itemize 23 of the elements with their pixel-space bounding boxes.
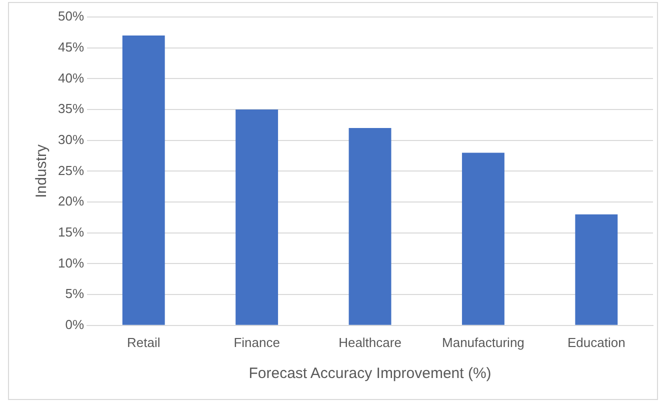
- y-tick-label: 0%: [65, 316, 84, 332]
- y-tick-label: 5%: [65, 286, 84, 302]
- bar: [462, 152, 504, 325]
- x-tick-label: Education: [567, 334, 626, 350]
- y-tick-label: 35%: [58, 101, 84, 116]
- bar: [122, 36, 165, 325]
- y-tick-label: 45%: [58, 39, 84, 54]
- bar: [575, 214, 618, 325]
- x-axis-title: Forecast Accuracy Improvement (%): [248, 365, 492, 382]
- y-tick-label: 15%: [58, 224, 84, 240]
- y-tick-label: 40%: [58, 70, 84, 86]
- y-tick-label: 20%: [58, 194, 84, 209]
- x-tick-label: Finance: [234, 334, 280, 350]
- y-tick-label: 30%: [58, 132, 84, 147]
- x-tick-label: Healthcare: [338, 334, 402, 350]
- x-tick-label: Manufacturing: [442, 334, 524, 350]
- y-tick-label: 25%: [58, 162, 84, 178]
- y-tick-label: 10%: [58, 255, 84, 270]
- y-tick-label: 50%: [58, 8, 84, 24]
- y-axis-title: Industry: [33, 144, 50, 198]
- bar: [348, 128, 392, 325]
- x-tick-label: Retail: [126, 334, 160, 350]
- bar: [236, 110, 278, 325]
